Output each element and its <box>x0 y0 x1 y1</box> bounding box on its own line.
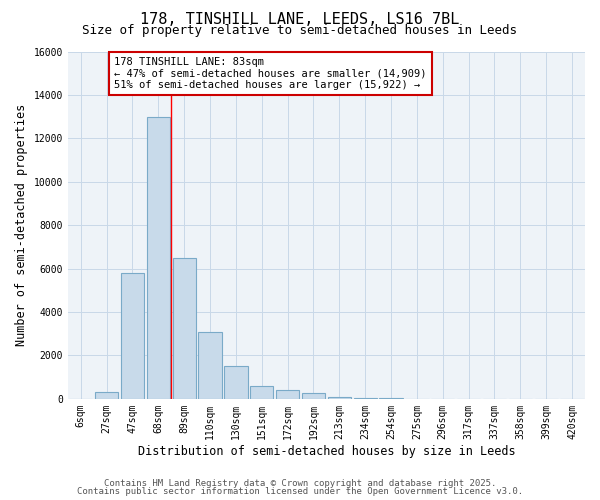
Text: Size of property relative to semi-detached houses in Leeds: Size of property relative to semi-detach… <box>83 24 517 37</box>
Bar <box>121 273 144 399</box>
Bar <box>146 116 170 399</box>
Bar <box>302 394 325 399</box>
Bar <box>250 386 274 399</box>
Text: 178, TINSHILL LANE, LEEDS, LS16 7BL: 178, TINSHILL LANE, LEEDS, LS16 7BL <box>140 12 460 28</box>
Text: Contains HM Land Registry data © Crown copyright and database right 2025.: Contains HM Land Registry data © Crown c… <box>104 478 496 488</box>
Y-axis label: Number of semi-detached properties: Number of semi-detached properties <box>15 104 28 346</box>
Bar <box>95 392 118 399</box>
Text: Contains public sector information licensed under the Open Government Licence v3: Contains public sector information licen… <box>77 487 523 496</box>
Bar <box>173 258 196 399</box>
Bar <box>328 396 351 399</box>
Bar <box>199 332 221 399</box>
Bar <box>276 390 299 399</box>
Bar <box>353 398 377 399</box>
Bar <box>379 398 403 399</box>
X-axis label: Distribution of semi-detached houses by size in Leeds: Distribution of semi-detached houses by … <box>137 444 515 458</box>
Text: 178 TINSHILL LANE: 83sqm
← 47% of semi-detached houses are smaller (14,909)
51% : 178 TINSHILL LANE: 83sqm ← 47% of semi-d… <box>115 56 427 90</box>
Bar <box>224 366 248 399</box>
